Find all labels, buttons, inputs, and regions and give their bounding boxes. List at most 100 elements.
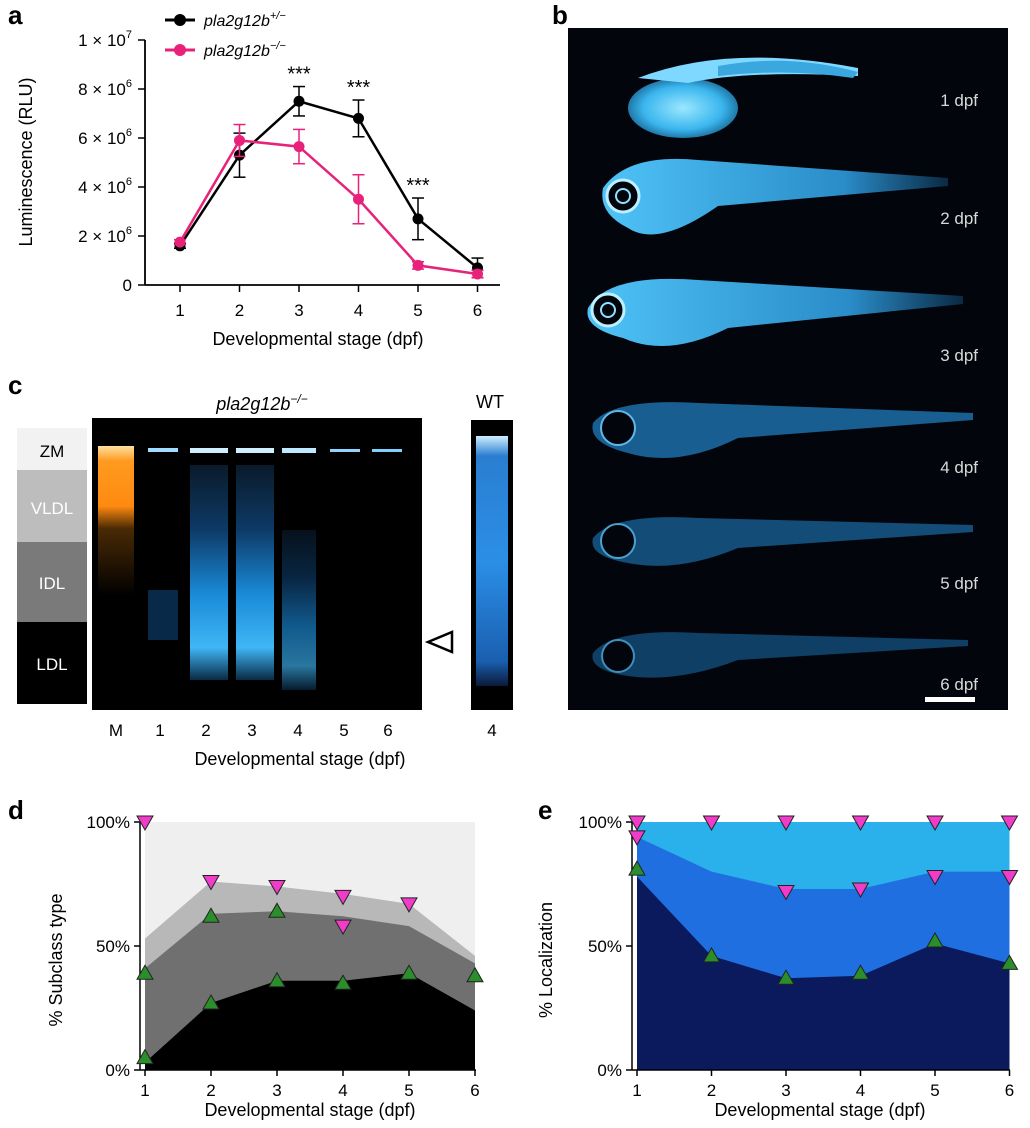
wt-gel-lane: [476, 436, 508, 686]
x-tick-label: 1: [175, 301, 184, 320]
wt-label: WT: [476, 392, 504, 412]
panel-d-chart: % Subclass type Developmental stage (dpf…: [46, 813, 484, 1120]
stage-label-3dpf: 3 dpf: [940, 346, 978, 365]
x-axis-label: Developmental stage (dpf): [212, 329, 423, 349]
x-axis-label: Developmental stage (dpf): [714, 1100, 925, 1120]
data-point: [293, 141, 305, 153]
x-tick-label: 4: [856, 1081, 865, 1100]
area-layer-0: [145, 973, 475, 1070]
data-point: [234, 134, 245, 146]
series-line-1: [178, 139, 478, 276]
marker-down: [334, 889, 352, 906]
marker-up: [851, 964, 870, 980]
class-zm-block: [17, 428, 87, 470]
marker-down: [926, 870, 944, 886]
panel-e-letter: e: [538, 795, 553, 825]
x-tick-label: 3: [294, 301, 303, 320]
data-point: [174, 236, 186, 248]
marker-down: [1000, 870, 1019, 886]
x-tick-label: 6: [473, 301, 482, 320]
lane-label-6: 6: [383, 721, 392, 740]
marker-up: [136, 964, 154, 980]
marker-down: [702, 815, 721, 832]
y-axis-label: % Subclass type: [46, 893, 66, 1026]
zebrafish-image-panel: 1 dpf 2 dpf 3 dpf 4 dpf 5 dpf 6 dpf: [568, 28, 1008, 710]
y-tick-label: 100%: [87, 813, 130, 832]
fish-6dpf: [592, 632, 968, 678]
marker-up: [926, 932, 944, 948]
gel-lane-3: [236, 465, 274, 680]
class-ldl-label: LDL: [36, 655, 67, 674]
x-axis-label: Developmental stage (dpf): [204, 1100, 415, 1120]
legend: pla2g12b+/− pla2g12b−/−: [165, 10, 286, 60]
class-ldl-block: [17, 622, 87, 704]
y-tick-label: 6 × 106: [78, 127, 132, 148]
marker-down: [926, 815, 944, 832]
significance-label: ***: [406, 175, 430, 197]
wt-lane-label: 4: [487, 721, 496, 740]
x-tick-label: 5: [413, 301, 422, 320]
marker-up: [702, 946, 721, 963]
x-tick-label: 1: [632, 1081, 641, 1100]
significance-label: ***: [287, 64, 311, 86]
gel-lane-3-band: [236, 448, 274, 453]
y-tick-label: 0%: [105, 1061, 130, 1080]
legend-label-het: pla2g12b+/−: [203, 10, 286, 30]
stage-label-6dpf: 6 dpf: [940, 675, 978, 694]
lane-label-1: 1: [155, 721, 164, 740]
y-axis-label: % Localization: [536, 902, 556, 1018]
fish-1dpf: [628, 57, 858, 138]
panel-a-letter: a: [8, 0, 23, 30]
gel-lane-6-band: [372, 449, 402, 452]
marker-down: [268, 879, 286, 896]
gel-lane-5-band: [330, 449, 360, 452]
area-layers: [637, 822, 1010, 1070]
x-tick-label: 4: [354, 301, 363, 320]
gel-panel: pla2g12b−/− WT ZM VLDL IDL LDL M 1 2 3 4…: [17, 392, 513, 769]
scale-bar: [925, 697, 975, 702]
ldl-arrowhead: [424, 630, 454, 654]
y-tick-label: 8 × 106: [78, 78, 132, 99]
fish-5dpf: [592, 517, 973, 566]
class-idl-label: IDL: [39, 574, 65, 593]
x-tick-label: 6: [1005, 1081, 1014, 1100]
data-point: [412, 259, 424, 271]
class-vldl-label: VLDL: [31, 499, 74, 518]
marker-up: [400, 964, 418, 980]
y-tick-label: 50%: [588, 937, 622, 956]
class-idl-block: [17, 542, 87, 622]
y-tick-label: 50%: [96, 937, 130, 956]
x-tick-label: 1: [140, 1081, 149, 1100]
marker-up: [136, 1048, 154, 1065]
marker-down: [628, 815, 646, 832]
area-layers: [145, 822, 475, 1070]
gel-lane-1: [148, 590, 178, 640]
y-tick-label: 2 × 106: [78, 225, 132, 246]
area-layer-0: [637, 876, 1010, 1070]
lane-label-2: 2: [201, 721, 210, 740]
y-tick-label: 100%: [579, 813, 622, 832]
marker-up: [202, 994, 220, 1010]
marker-down: [400, 897, 418, 913]
stage-label-2dpf: 2 dpf: [940, 209, 978, 228]
marker-up: [202, 907, 220, 923]
class-vldl-block: [17, 470, 87, 542]
marker-up: [334, 974, 352, 990]
y-tick-label: 1 × 107: [78, 29, 132, 50]
marker-up: [1000, 954, 1019, 970]
panel-e-chart: % Localization Developmental stage (dpf)…: [536, 813, 1019, 1120]
gel-lane-4-band: [282, 448, 316, 453]
panel-c-letter: c: [8, 370, 23, 400]
data-point: [472, 268, 483, 280]
data-point: [412, 213, 424, 225]
data-point: [353, 112, 364, 124]
marker-down: [628, 830, 646, 846]
gel-title: pla2g12b−/−: [215, 392, 307, 414]
x-tick-label: 3: [781, 1081, 790, 1100]
x-tick-label: 6: [470, 1081, 479, 1100]
lane-label-m: M: [109, 721, 123, 740]
stage-label-4dpf: 4 dpf: [940, 458, 978, 477]
marker-up: [268, 902, 286, 918]
marker-down: [136, 815, 154, 832]
marker-down: [777, 815, 795, 832]
